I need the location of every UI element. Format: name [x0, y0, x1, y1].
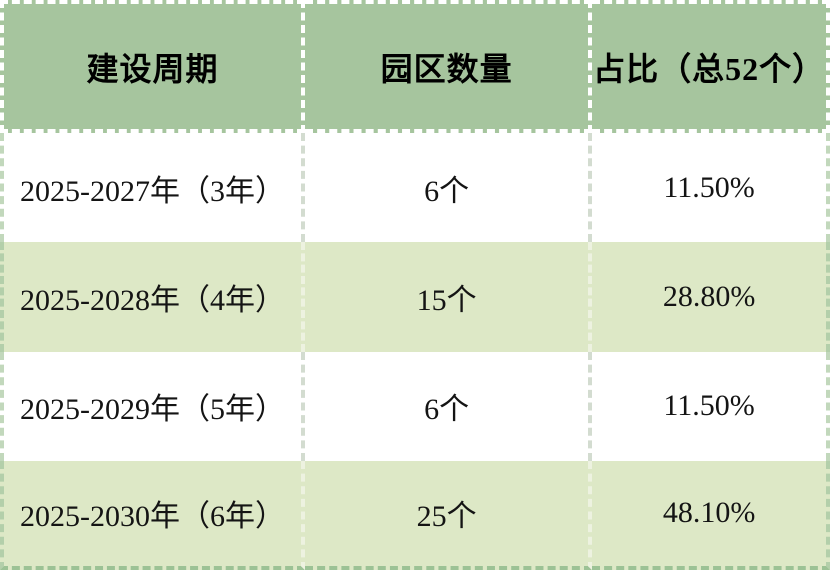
cell-period: 2025-2029年（5年） [0, 351, 306, 461]
share-value: 11.50% [663, 389, 755, 423]
table-row: 2025-2027年（3年） 6个 11.50% [0, 133, 830, 243]
header-cell-share: 占比（总52个） [592, 0, 830, 133]
table-header-row: 建设周期 园区数量 占比（总52个） [0, 0, 830, 133]
park-count-value: 25个 [416, 500, 477, 534]
period-value: 2025-2029年（5年） [20, 393, 285, 427]
cell-period: 2025-2027年（3年） [0, 133, 306, 243]
cell-share: 11.50% [592, 351, 830, 461]
period-value: 2025-2030年（6年） [20, 500, 285, 534]
header-cell-period: 建设周期 [0, 0, 306, 133]
cell-period: 2025-2030年（6年） [0, 460, 306, 570]
cell-park-count: 6个 [305, 351, 593, 461]
cell-share: 11.50% [592, 133, 830, 243]
table-row: 2025-2030年（6年） 25个 48.10% [0, 460, 830, 570]
period-value: 2025-2027年（3年） [20, 174, 285, 208]
cell-park-count: 6个 [305, 133, 593, 243]
cell-share: 48.10% [592, 460, 830, 570]
header-label-share: 占比（总52个） [593, 50, 826, 87]
cell-park-count: 15个 [305, 242, 593, 352]
share-value: 11.50% [663, 170, 755, 204]
share-value: 48.10% [662, 496, 756, 530]
header-label-park-count: 园区数量 [380, 50, 513, 87]
park-count-value: 15个 [416, 283, 477, 317]
cell-period: 2025-2028年（4年） [0, 242, 306, 352]
header-label-period: 建设周期 [86, 50, 219, 87]
park-count-value: 6个 [424, 393, 470, 427]
share-value: 28.80% [662, 279, 756, 313]
table-row: 2025-2029年（5年） 6个 11.50% [0, 351, 830, 461]
period-value: 2025-2028年（4年） [20, 283, 285, 317]
cell-share: 28.80% [592, 242, 830, 352]
header-cell-park-count: 园区数量 [305, 0, 593, 133]
park-count-value: 6个 [424, 174, 470, 208]
table-row: 2025-2028年（4年） 15个 28.80% [0, 242, 830, 352]
cell-park-count: 25个 [305, 460, 593, 570]
